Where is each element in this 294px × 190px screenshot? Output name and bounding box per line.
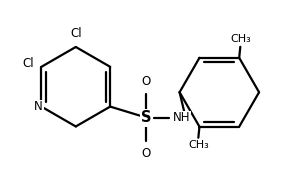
- Text: CH₃: CH₃: [188, 140, 209, 150]
- Text: CH₃: CH₃: [230, 34, 251, 44]
- Text: N: N: [34, 100, 43, 113]
- Text: O: O: [142, 147, 151, 160]
- Text: NH: NH: [173, 111, 191, 124]
- Text: O: O: [142, 75, 151, 88]
- Text: S: S: [141, 110, 152, 125]
- Text: Cl: Cl: [70, 27, 82, 40]
- Text: Cl: Cl: [22, 57, 34, 70]
